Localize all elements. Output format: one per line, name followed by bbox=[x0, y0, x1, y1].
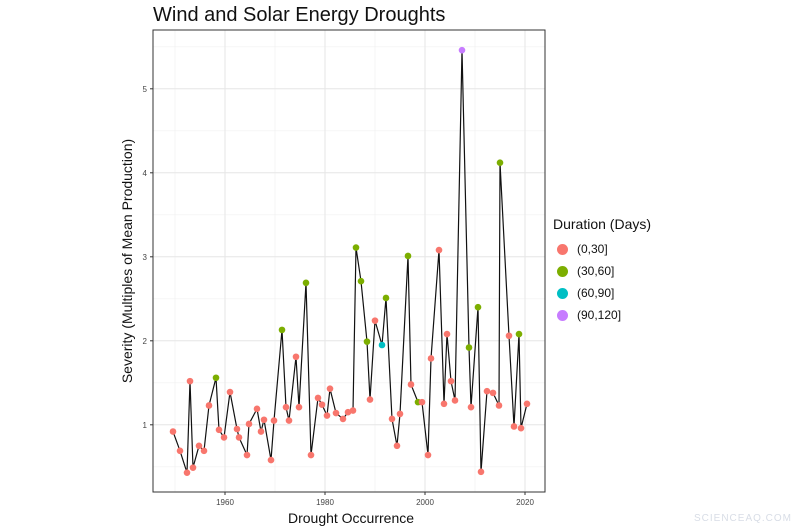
y-tick-label: 1 bbox=[143, 421, 148, 430]
data-point bbox=[267, 456, 275, 464]
data-point bbox=[515, 330, 523, 338]
data-point bbox=[496, 159, 504, 167]
y-tick-label: 5 bbox=[143, 85, 148, 94]
data-point bbox=[443, 330, 451, 338]
data-point bbox=[407, 381, 415, 388]
data-point bbox=[447, 377, 455, 385]
legend: Duration (Days) (0,30] (30,60] (60,90] (… bbox=[553, 216, 651, 326]
data-point bbox=[233, 425, 241, 433]
data-point bbox=[418, 398, 426, 406]
data-point bbox=[378, 341, 386, 349]
data-point bbox=[189, 464, 197, 471]
data-point bbox=[440, 400, 448, 408]
panel-border bbox=[152, 29, 546, 493]
data-point bbox=[382, 294, 390, 302]
data-point bbox=[388, 415, 396, 423]
data-point bbox=[489, 389, 497, 397]
data-point bbox=[200, 447, 208, 455]
data-point bbox=[483, 387, 491, 395]
data-point bbox=[282, 403, 290, 411]
legend-item: (0,30] bbox=[553, 238, 651, 260]
data-point bbox=[523, 400, 531, 408]
legend-swatch bbox=[557, 287, 568, 299]
data-point bbox=[427, 355, 435, 362]
x-tick-label: 2000 bbox=[416, 498, 434, 507]
y-tick-label: 4 bbox=[143, 169, 148, 178]
legend-label: (60,90] bbox=[577, 286, 615, 300]
data-point bbox=[195, 442, 203, 450]
data-point bbox=[424, 451, 432, 459]
data-point bbox=[169, 428, 177, 435]
legend-title: Duration (Days) bbox=[553, 216, 652, 232]
data-point bbox=[451, 397, 459, 404]
data-point bbox=[205, 402, 213, 409]
y-tick-label: 3 bbox=[143, 253, 148, 262]
data-point bbox=[366, 396, 374, 403]
data-point bbox=[212, 374, 220, 382]
data-point bbox=[318, 401, 326, 408]
data-point bbox=[458, 46, 466, 54]
data-point bbox=[363, 338, 371, 345]
data-point bbox=[235, 434, 243, 441]
data-point bbox=[215, 426, 223, 434]
legend-item: (30,60] bbox=[553, 260, 651, 282]
data-point bbox=[292, 353, 300, 361]
data-point bbox=[332, 409, 340, 417]
data-point bbox=[307, 451, 315, 459]
data-point bbox=[396, 410, 404, 418]
legend-label: (30,60] bbox=[577, 264, 615, 278]
chart-title: Wind and Solar Energy Droughts bbox=[153, 4, 446, 26]
data-point bbox=[260, 416, 268, 424]
data-point bbox=[495, 402, 503, 409]
panel-background bbox=[153, 30, 545, 492]
data-point bbox=[517, 424, 525, 432]
data-point bbox=[339, 415, 347, 423]
legend-item: (90,120] bbox=[553, 304, 651, 326]
legend-swatch bbox=[557, 243, 568, 255]
data-point bbox=[270, 417, 278, 424]
legend-label: (0,30] bbox=[577, 242, 608, 256]
data-point bbox=[505, 332, 513, 340]
data-point bbox=[344, 408, 352, 416]
data-point bbox=[186, 377, 194, 385]
data-point bbox=[357, 277, 365, 285]
data-point bbox=[314, 394, 322, 402]
legend-label: (90,120] bbox=[577, 308, 622, 322]
data-point bbox=[226, 388, 234, 396]
data-point bbox=[253, 405, 261, 413]
data-point bbox=[257, 428, 265, 435]
data-point bbox=[465, 344, 473, 351]
x-tick-label: 2020 bbox=[516, 498, 534, 507]
data-point bbox=[183, 469, 191, 476]
data-point bbox=[467, 403, 475, 411]
data-point bbox=[245, 420, 253, 428]
data-point bbox=[302, 279, 310, 287]
x-axis-label: Drought Occurrence bbox=[287, 510, 415, 526]
data-point bbox=[352, 244, 360, 251]
data-point bbox=[477, 468, 485, 476]
data-point bbox=[323, 412, 331, 419]
data-point bbox=[220, 434, 228, 441]
data-point bbox=[435, 246, 443, 254]
legend-swatch bbox=[557, 309, 568, 321]
y-tick-label: 2 bbox=[143, 337, 148, 346]
legend-swatch bbox=[557, 265, 568, 277]
data-point bbox=[243, 451, 251, 459]
data-point bbox=[285, 417, 293, 424]
data-point bbox=[326, 385, 334, 392]
data-point bbox=[393, 442, 401, 450]
legend-item: (60,90] bbox=[553, 282, 651, 304]
data-point bbox=[295, 403, 303, 411]
data-point bbox=[474, 303, 482, 311]
data-point bbox=[510, 423, 518, 430]
data-point bbox=[371, 317, 379, 324]
data-point bbox=[278, 326, 286, 334]
x-tick-label: 1960 bbox=[216, 498, 234, 507]
data-point bbox=[176, 447, 184, 455]
data-point bbox=[404, 252, 412, 260]
x-tick-label: 1980 bbox=[316, 498, 334, 507]
watermark: SCIENCEAQ.COM bbox=[693, 513, 792, 524]
data-point bbox=[349, 407, 357, 414]
